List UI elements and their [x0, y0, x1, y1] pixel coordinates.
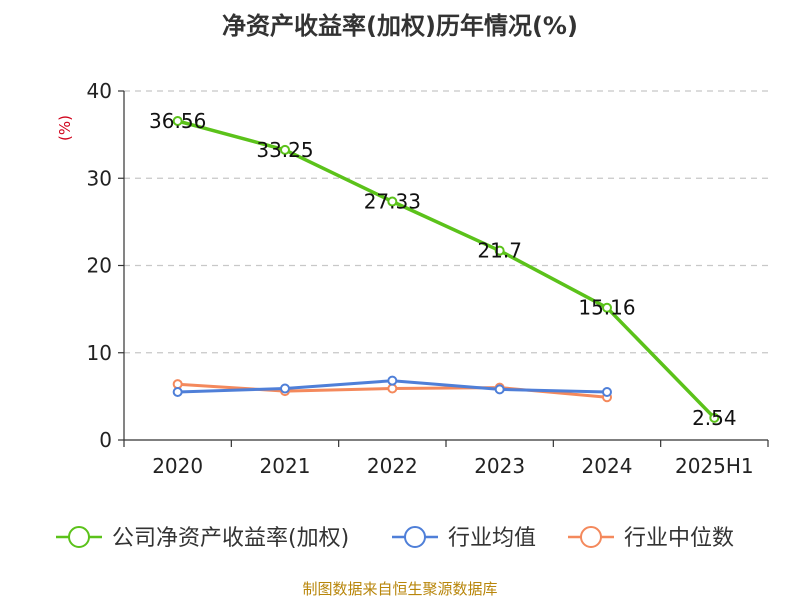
data-point	[387, 196, 398, 207]
data-point	[172, 116, 183, 127]
x-tick-label: 2025H1	[675, 454, 754, 478]
data-point	[172, 379, 183, 390]
legend-item[interactable]: 行业中位数	[568, 526, 734, 551]
legend-marker-icon	[68, 526, 90, 548]
data-label: 21.7	[477, 239, 522, 263]
data-point	[280, 144, 290, 155]
legend-label: 公司净资产收益率(加权)	[112, 526, 349, 551]
data-point	[387, 375, 398, 386]
data-label: 15.16	[578, 296, 635, 320]
data-label: 27.33	[364, 190, 421, 214]
y-axis-unit-label: (%)	[56, 115, 74, 141]
data-point	[494, 384, 505, 395]
data-label: 2.54	[692, 406, 737, 430]
series-line	[177, 119, 716, 420]
data-labels: 36.56 33.25 27.33 21.7 15.16 2.54	[149, 109, 737, 430]
legend-marker-icon	[404, 526, 426, 548]
y-tick-label: 20	[87, 254, 112, 278]
x-tick-label: 2021	[260, 454, 311, 478]
legend-item[interactable]: 行业均值	[392, 526, 536, 551]
y-tick-label: 0	[99, 428, 112, 452]
data-point	[602, 387, 612, 398]
y-tick-label: 30	[87, 166, 112, 190]
legend-marker-icon	[580, 526, 602, 548]
legend-label: 行业均值	[448, 526, 536, 551]
chart-title: 净资产收益率(加权)历年情况(%)	[222, 12, 578, 40]
axes: 0 10 20 30 40 2020 2021 2022 2023 2024 2025H1	[87, 79, 769, 478]
y-tick-label: 10	[87, 341, 112, 365]
legend-item[interactable]: 公司净资产收益率(加权)	[56, 526, 349, 551]
data-point	[387, 383, 398, 394]
y-tick-label: 40	[87, 79, 112, 103]
x-tick-label: 2022	[367, 454, 418, 478]
data-point	[494, 245, 505, 256]
data-source-note: 制图数据来自恒生聚源数据库	[302, 580, 498, 598]
legend-label: 行业中位数	[624, 526, 734, 551]
x-tick-label: 2023	[474, 454, 525, 478]
x-tick-label: 2020	[152, 454, 203, 478]
legend: 公司净资产收益率(加权) 行业均值 行业中位数	[56, 526, 734, 551]
series-layer	[172, 116, 720, 423]
data-point	[280, 383, 290, 394]
data-label: 36.56	[149, 109, 206, 133]
x-tick-label: 2024	[582, 454, 633, 478]
data-point	[602, 302, 612, 313]
data-point	[709, 412, 720, 423]
grid-lines	[124, 90, 768, 354]
data-label: 33.25	[256, 138, 313, 162]
data-point	[172, 387, 183, 398]
